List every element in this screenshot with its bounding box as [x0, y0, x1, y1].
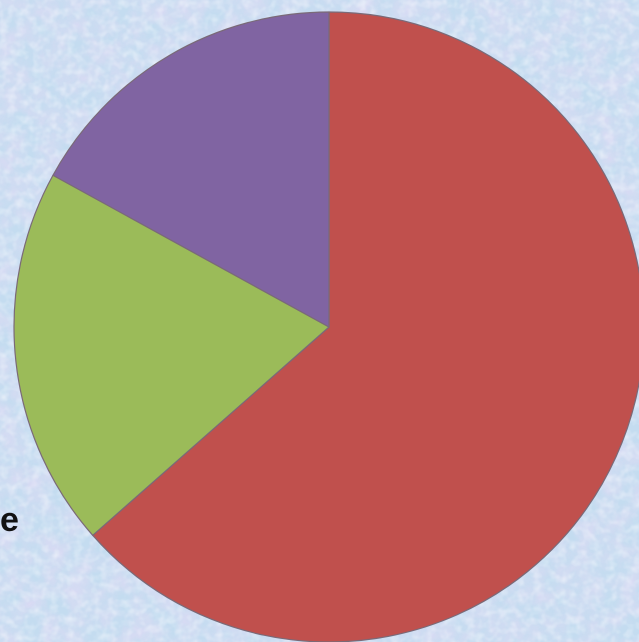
pie-slice-1 [92, 11, 639, 642]
pie-slice-3 [52, 11, 330, 328]
cropped-label-text: e [0, 501, 19, 539]
pie-slice-2 [13, 174, 330, 536]
